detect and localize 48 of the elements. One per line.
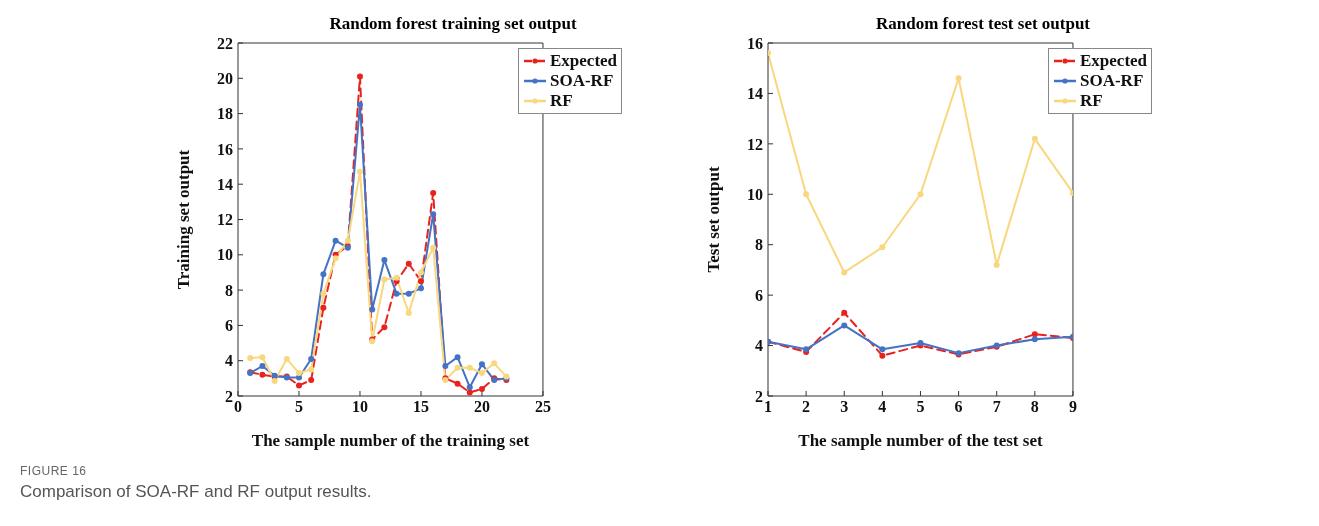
y-tick-label: 16 (217, 140, 233, 158)
x-tick-label: 4 (878, 398, 887, 416)
x-tick-label: 10 (351, 398, 368, 416)
y-tick-label: 4 (755, 337, 763, 355)
x-tick-label: 5 (916, 398, 925, 416)
y-tick-label: 2 (755, 387, 763, 405)
legend-label: RF (1080, 91, 1103, 111)
caption: FIGURE 16 (20, 464, 88, 478)
x-axis-title: The sample number of the training set (251, 431, 530, 450)
y-tick-label: 10 (217, 246, 233, 264)
y-tick-label: 2 (225, 387, 233, 405)
y-tick-label: 12 (217, 211, 233, 229)
legend-label: Expected (1080, 51, 1148, 71)
text: Comparison of SOA-RF and RF output results. (20, 482, 372, 502)
x-tick-label: 0 (234, 398, 242, 416)
y-tick-label: 12 (747, 135, 763, 153)
legend-label: RF (550, 91, 573, 111)
y-tick-label: 10 (747, 185, 763, 203)
x-tick-label: 25 (534, 398, 551, 416)
y-tick-label: 6 (755, 286, 763, 304)
x-tick-label: 8 (1030, 398, 1039, 416)
chart-title: Random forest training set output (328, 14, 578, 35)
x-axis-title: The sample number of the test set (798, 431, 1043, 450)
legend-label: SOA-RF (1080, 71, 1144, 91)
legend-label: Expected (550, 51, 618, 71)
y-tick-label: 20 (217, 69, 233, 87)
y-axis-title: Test set output (704, 166, 724, 273)
y-tick-label: 8 (755, 236, 763, 254)
x-tick-label: 7 (992, 398, 1001, 416)
y-tick-label: 18 (217, 105, 233, 123)
x-tick-label: 9 (1068, 398, 1077, 416)
x-tick-label: 3 (840, 398, 849, 416)
y-tick-label: 4 (225, 352, 233, 370)
y-tick-label: 22 (217, 34, 233, 52)
x-tick-label: 2 (802, 398, 811, 416)
legend-label: SOA-RF (550, 71, 614, 91)
x-tick-label: 20 (473, 398, 490, 416)
y-tick-label: 16 (747, 34, 763, 52)
y-tick-label: 14 (747, 85, 763, 103)
y-axis-title: Training set output (174, 149, 194, 290)
x-tick-label: 6 (954, 398, 963, 416)
chart-title: Random forest test set output (874, 14, 1092, 35)
x-tick-label: 5 (294, 398, 303, 416)
x-tick-label: 15 (412, 398, 429, 416)
y-tick-label: 14 (217, 175, 233, 193)
y-tick-label: 6 (225, 317, 233, 335)
y-tick-label: 8 (225, 281, 233, 299)
x-tick-label: 1 (764, 398, 772, 416)
